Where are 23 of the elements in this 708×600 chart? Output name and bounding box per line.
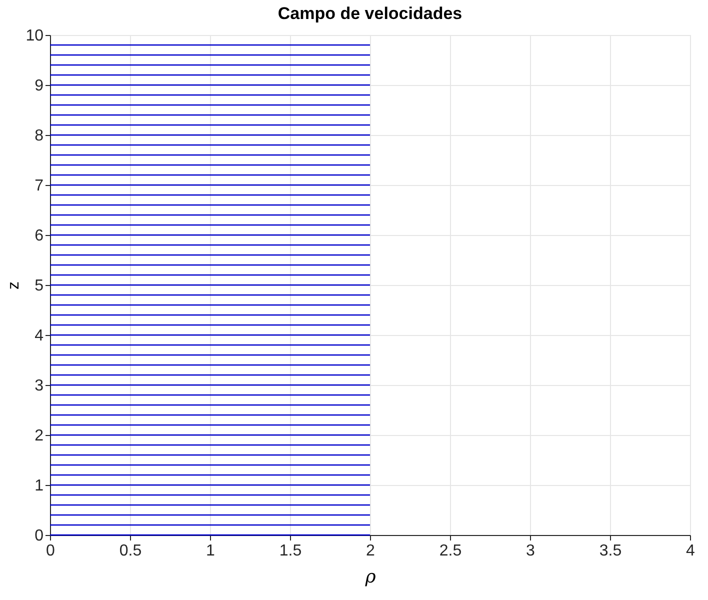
y-tick-label: 3	[34, 378, 44, 394]
y-tick-label: 9	[34, 78, 44, 94]
y-axis-title: z	[6, 282, 23, 290]
y-tick-label: 4	[34, 328, 44, 344]
y-tick-label: 6	[34, 228, 44, 244]
y-tick-label: 1	[34, 478, 44, 494]
x-axis-title: ρ	[364, 566, 376, 588]
x-tick-label: 1.5	[279, 542, 302, 560]
chart-title: Campo de velocidades	[278, 4, 462, 23]
x-tick-label: 3	[526, 542, 536, 560]
x-tick-label: 0.5	[119, 542, 142, 560]
x-tick-label: 3.5	[599, 542, 622, 560]
y-tick-label: 2	[34, 428, 44, 444]
x-tick-label: 0	[46, 542, 56, 560]
x-tick-label: 4	[686, 542, 696, 560]
x-tick-label: 1	[206, 542, 216, 560]
x-tick-label: 2	[366, 542, 376, 560]
y-tick-label: 7	[34, 178, 44, 194]
y-tick-label: 5	[34, 278, 44, 294]
y-tick-label: 8	[34, 128, 44, 144]
y-tick-label: 0	[34, 528, 44, 544]
y-tick-label: 10	[26, 28, 44, 44]
x-tick-label: 2.5	[439, 542, 462, 560]
